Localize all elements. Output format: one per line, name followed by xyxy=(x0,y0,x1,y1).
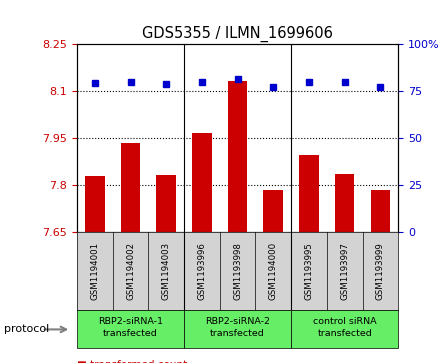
Text: GSM1193999: GSM1193999 xyxy=(376,242,385,300)
Text: GSM1193998: GSM1193998 xyxy=(233,242,242,300)
Text: ■ transformed count: ■ transformed count xyxy=(77,360,187,363)
Bar xyxy=(156,175,176,232)
Text: GSM1193995: GSM1193995 xyxy=(304,242,313,300)
Bar xyxy=(264,189,283,232)
Bar xyxy=(85,176,105,232)
Bar xyxy=(291,310,398,348)
Text: GSM1194001: GSM1194001 xyxy=(90,242,99,301)
Bar xyxy=(192,133,212,232)
Text: RBP2-siRNA-1
transfected: RBP2-siRNA-1 transfected xyxy=(98,318,163,338)
Bar xyxy=(370,190,390,232)
Text: GSM1193997: GSM1193997 xyxy=(340,242,349,300)
Text: GSM1194003: GSM1194003 xyxy=(162,242,171,301)
Text: protocol: protocol xyxy=(4,325,50,334)
Bar xyxy=(77,310,184,348)
Text: GSM1193996: GSM1193996 xyxy=(198,242,206,300)
Bar xyxy=(228,81,247,232)
Bar xyxy=(184,310,291,348)
Text: GSM1194000: GSM1194000 xyxy=(269,242,278,301)
Bar xyxy=(121,143,140,232)
Title: GDS5355 / ILMN_1699606: GDS5355 / ILMN_1699606 xyxy=(142,26,333,42)
Text: GSM1194002: GSM1194002 xyxy=(126,242,135,301)
Text: control siRNA
transfected: control siRNA transfected xyxy=(313,318,377,338)
Bar xyxy=(299,155,319,232)
Bar xyxy=(335,174,355,232)
Text: RBP2-siRNA-2
transfected: RBP2-siRNA-2 transfected xyxy=(205,318,270,338)
